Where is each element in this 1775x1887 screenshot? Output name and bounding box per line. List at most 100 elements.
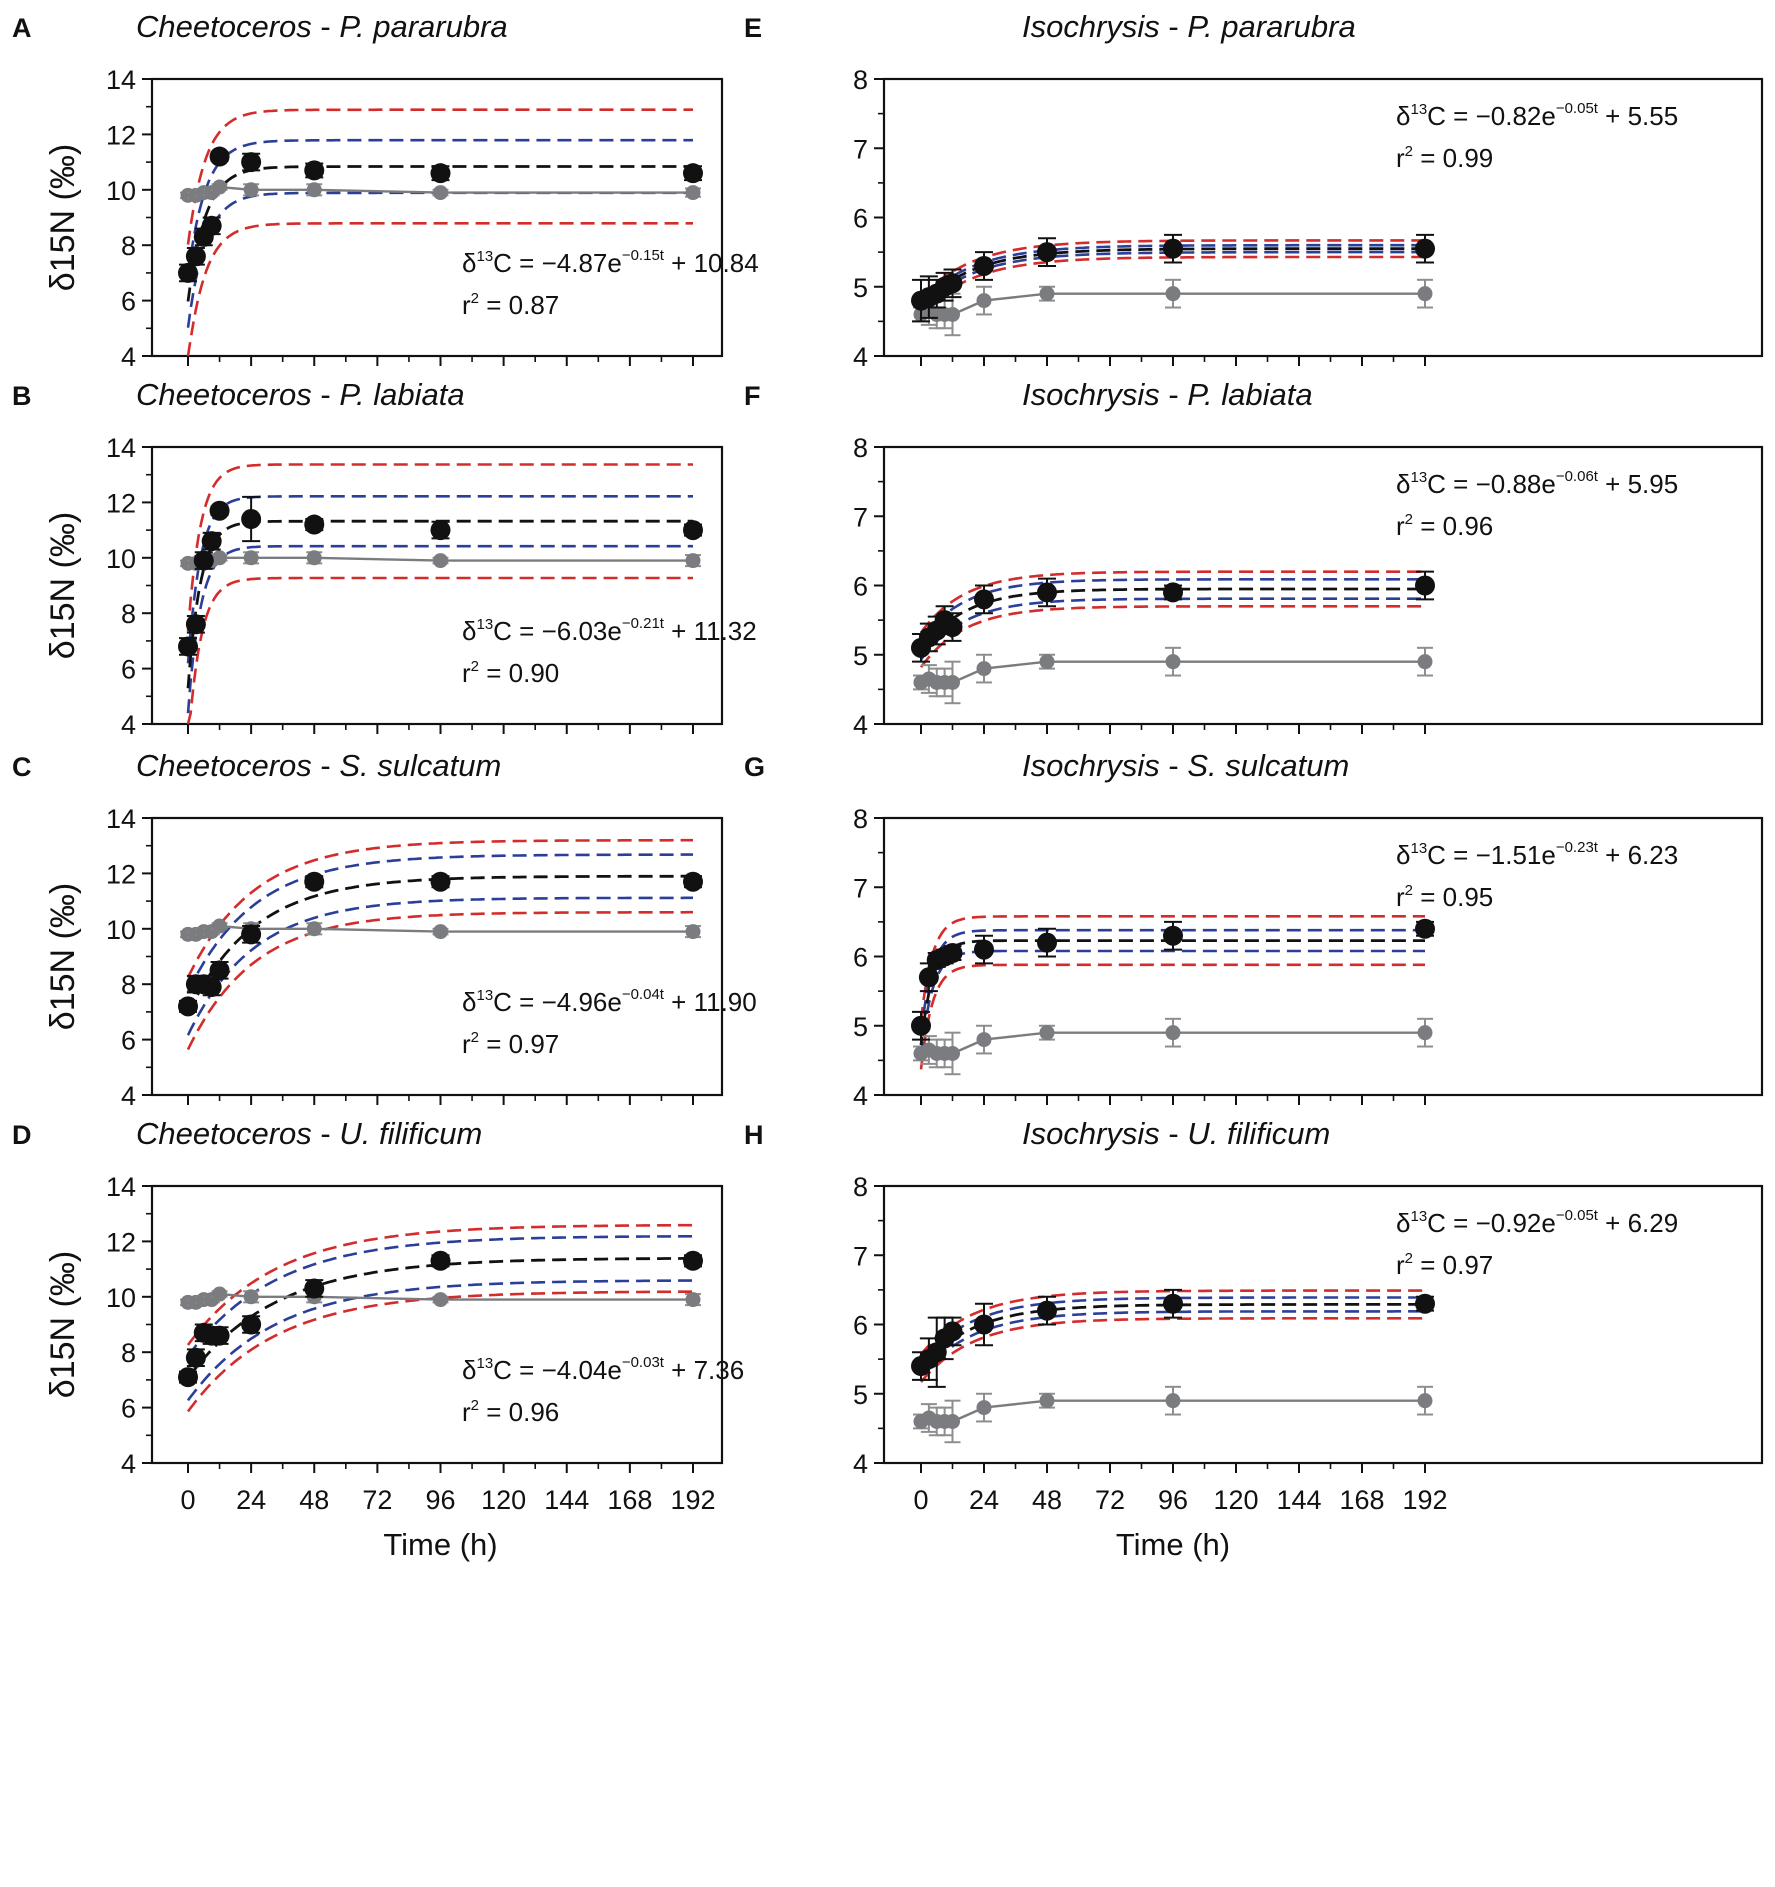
equation-constant: + 11.90 (664, 987, 757, 1017)
title-separator: - (312, 377, 340, 412)
panel-title: Cheetoceros - P. pararubra (136, 9, 508, 44)
y-tick-label: 14 (106, 433, 136, 463)
r-squared-label: r (462, 658, 471, 688)
data-point (201, 976, 222, 997)
control-point (433, 553, 448, 569)
panel-b: B Cheetoceros - P. labiata 4 6 8 10 12 14 δ15N (… (12, 377, 757, 740)
x-tick-label: 144 (544, 1485, 589, 1515)
title-separator: - (312, 748, 340, 783)
equation-constant: + 7.36 (664, 1355, 744, 1385)
title-genus: Isochrysis (1022, 748, 1160, 783)
fit-equation: δ13C = −4.96e−0.04t + 11.90 (462, 986, 757, 1017)
x-tick-label: 120 (481, 1485, 526, 1515)
prediction-lower-line (186, 576, 693, 725)
control-point (306, 182, 322, 198)
control-point (212, 918, 228, 934)
data-point (974, 1314, 994, 1335)
panel-title: Isochrysis - S. sulcatum (1022, 748, 1349, 783)
r-squared-superscript: 2 (471, 290, 479, 307)
r-squared-value: = 0.99 (1413, 143, 1493, 173)
x-tick-label: 0 (913, 1485, 928, 1515)
confidence-lower-line (186, 896, 693, 1036)
x-tick-label: 120 (1213, 1485, 1258, 1515)
r-squared-value: = 0.95 (1413, 882, 1493, 912)
y-axis-label: δ15N (‰) (44, 1251, 82, 1398)
y-tick-label: 6 (853, 572, 868, 602)
title-species: P. pararubra (1187, 9, 1355, 44)
fit-equation: δ13C = −6.03e−0.21t + 11.32 (462, 615, 757, 646)
r-squared-label: r (462, 1397, 471, 1427)
data-point (209, 1325, 230, 1346)
control-point (976, 1032, 992, 1048)
title-species: U. filificum (339, 1116, 482, 1151)
axes-frame (150, 445, 724, 726)
equation-delta: δ (462, 248, 476, 278)
control-point (685, 185, 701, 201)
data-point (918, 967, 939, 988)
y-tick-label: 12 (106, 859, 136, 889)
equation-exponent: −0.06t (1556, 468, 1599, 485)
axes-frame (150, 77, 724, 358)
y-tick-label: 10 (106, 915, 136, 945)
y-tick-label: 10 (106, 544, 136, 574)
title-species: S. sulcatum (1187, 748, 1349, 783)
title-genus: Cheetoceros (136, 9, 312, 44)
data-point (241, 924, 262, 945)
data-point (201, 215, 222, 236)
y-tick-label: 12 (106, 120, 136, 150)
control-point (1417, 1025, 1433, 1041)
x-tick-label: 0 (180, 1485, 195, 1515)
panel-letter: A (12, 13, 32, 43)
y-tick-label: 4 (121, 710, 136, 740)
confidence-lower-line (186, 544, 693, 714)
control-point (976, 661, 992, 677)
control-point (685, 553, 701, 569)
r-squared-superscript: 2 (1405, 143, 1413, 160)
title-genus: Cheetoceros (136, 748, 312, 783)
title-species: P. labiata (1187, 377, 1312, 412)
r-squared: r2 = 0.97 (462, 1029, 559, 1059)
prediction-upper-line (919, 915, 1425, 1022)
panel-g: G Isochrysis - S. sulcatum 4 5 6 7 8 δ13C = −1.… (744, 748, 1764, 1111)
control-point (433, 185, 448, 201)
equation-superscript: 13 (1410, 101, 1427, 118)
r-squared-superscript: 2 (1405, 882, 1413, 899)
data-point (1163, 238, 1183, 259)
y-tick-label: 6 (121, 1026, 136, 1056)
equation-exponent: −0.05t (1556, 1207, 1599, 1224)
control-point (1417, 654, 1433, 670)
x-tick-label: 168 (1339, 1485, 1384, 1515)
data-point (430, 871, 451, 892)
y-tick-label: 6 (853, 204, 868, 234)
prediction-upper-line (186, 108, 693, 245)
r-squared-value: = 0.96 (1413, 511, 1493, 541)
fit-equation: δ13C = −4.04e−0.03t + 7.36 (462, 1354, 744, 1385)
equation-exponent: −0.05t (1556, 100, 1599, 117)
equation-superscript: 13 (476, 248, 493, 265)
r-squared-value: = 0.97 (479, 1029, 559, 1059)
data-point (911, 1015, 931, 1036)
confidence-lower-line (919, 949, 1425, 1056)
control-point (1039, 654, 1055, 670)
data-point (1415, 1293, 1435, 1314)
x-axis-label: Time (h) (1116, 1527, 1230, 1562)
equation-body: C = −0.82e (1427, 101, 1556, 131)
data-point (1163, 1293, 1183, 1314)
r-squared: r2 = 0.95 (1396, 882, 1493, 912)
control-point (1165, 1025, 1181, 1041)
prediction-lower-line (186, 910, 693, 1051)
equation-exponent: −0.04t (622, 986, 665, 1003)
control-point (212, 550, 228, 566)
fit-line (186, 1257, 693, 1380)
data-point (1037, 1300, 1057, 1321)
equation-body: C = −4.87e (493, 248, 622, 278)
y-tick-label: 6 (121, 655, 136, 685)
data-point (1415, 238, 1435, 259)
control-point (243, 1289, 259, 1305)
data-point (942, 273, 963, 294)
data-point (185, 246, 206, 267)
r-squared: r2 = 0.99 (1396, 143, 1493, 173)
x-tick-label: 72 (362, 1485, 392, 1515)
equation-constant: + 5.95 (1598, 469, 1678, 499)
